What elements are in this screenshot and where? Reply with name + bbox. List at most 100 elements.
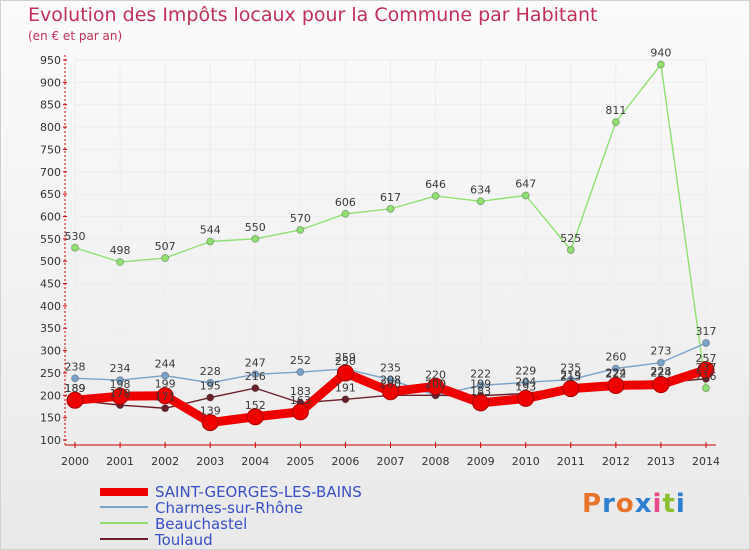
data-point xyxy=(291,403,309,421)
data-label: 617 xyxy=(380,191,401,204)
data-point xyxy=(251,384,260,393)
data-point xyxy=(116,258,125,267)
data-label: 237 xyxy=(696,361,717,374)
legend-label: Beauchastel xyxy=(155,515,248,533)
x-tick-label: 2006 xyxy=(331,455,359,468)
data-point xyxy=(336,364,354,382)
x-tick-label: 2007 xyxy=(377,455,405,468)
data-label: 235 xyxy=(560,362,581,375)
chart-subtitle: (en € et par an) xyxy=(28,29,123,43)
logo-letter: r xyxy=(602,489,616,519)
data-labels: 530 498 507 544 550 570 606 617 646 634 647 525 811 9… xyxy=(65,46,717,417)
data-label: 171 xyxy=(155,390,176,403)
data-label: 634 xyxy=(470,183,491,196)
data-point xyxy=(521,191,530,200)
data-point xyxy=(702,384,710,393)
data-point xyxy=(702,338,710,347)
data-label: 570 xyxy=(290,212,311,225)
data-label: 507 xyxy=(155,240,176,253)
data-label: 250 xyxy=(335,355,356,368)
data-label: 273 xyxy=(650,345,671,358)
data-label: 163 xyxy=(290,394,311,407)
data-label: 198 xyxy=(110,378,131,391)
y-tick-label: 100 xyxy=(40,434,61,447)
logo-letter: i xyxy=(675,489,686,519)
data-label: 200 xyxy=(425,377,446,390)
data-label: 204 xyxy=(515,376,536,389)
data-label: 647 xyxy=(515,177,536,190)
y-tick-label: 400 xyxy=(40,300,61,313)
data-label: 228 xyxy=(650,365,671,378)
x-tick-label: 2013 xyxy=(647,455,675,468)
x-axis-ticks: 2000 2001 2002 2003 2004 2005 2006 2007 2008 2009… xyxy=(61,442,720,468)
data-point xyxy=(382,383,399,401)
data-label: 238 xyxy=(65,360,86,373)
data-label: 940 xyxy=(650,46,671,59)
data-point xyxy=(427,377,445,395)
data-point xyxy=(116,376,125,385)
data-label: 224 xyxy=(650,367,671,380)
data-point xyxy=(161,371,170,380)
series-points xyxy=(66,60,715,432)
data-label: 220 xyxy=(425,368,446,381)
data-label: 224 xyxy=(605,367,626,380)
logo-letter: P xyxy=(582,489,603,519)
data-point xyxy=(521,378,530,387)
data-label: 259 xyxy=(335,351,356,364)
x-tick-label: 2005 xyxy=(286,455,314,468)
data-point xyxy=(246,408,264,426)
data-point xyxy=(341,395,350,404)
data-point xyxy=(517,389,535,407)
chart-title: Evolution des Impôts locaux pour la Comm… xyxy=(28,4,598,26)
y-tick-label: 750 xyxy=(40,143,61,156)
x-tick-label: 2001 xyxy=(106,455,134,468)
data-point xyxy=(562,380,580,398)
data-label: 219 xyxy=(560,369,581,382)
y-tick-label: 500 xyxy=(40,255,61,268)
data-point xyxy=(66,391,84,409)
data-point xyxy=(71,374,79,383)
data-label: 252 xyxy=(290,354,311,367)
y-tick-label: 950 xyxy=(40,54,61,67)
data-point xyxy=(431,191,440,200)
y-tick-label: 550 xyxy=(40,233,61,246)
data-label: 200 xyxy=(425,377,446,390)
data-point xyxy=(656,358,665,367)
legend-swatch xyxy=(100,488,148,496)
data-point xyxy=(161,254,170,263)
data-point xyxy=(161,404,170,413)
data-label: 229 xyxy=(515,364,536,377)
x-tick-label: 2012 xyxy=(602,455,630,468)
data-point xyxy=(201,414,219,432)
y-tick-label: 850 xyxy=(40,99,61,112)
data-label: 257 xyxy=(696,352,717,365)
data-point xyxy=(386,204,395,213)
legend-swatch xyxy=(100,538,148,540)
y-tick-label: 300 xyxy=(40,345,61,358)
data-label: 183 xyxy=(290,385,311,398)
data-point xyxy=(566,246,575,254)
data-label: 550 xyxy=(245,221,266,234)
data-point xyxy=(206,393,215,402)
legend-swatch xyxy=(100,506,148,508)
y-tick-label: 700 xyxy=(40,166,61,179)
data-point xyxy=(251,234,260,243)
data-label: 234 xyxy=(110,362,131,375)
data-point xyxy=(386,375,395,384)
data-point xyxy=(476,197,485,206)
data-label: 222 xyxy=(605,367,626,380)
data-label: 544 xyxy=(200,224,221,237)
data-point xyxy=(697,361,715,379)
x-tick-label: 2014 xyxy=(692,455,720,468)
y-tick-label: 800 xyxy=(40,121,61,134)
x-tick-label: 2011 xyxy=(557,455,585,468)
legend-swatch xyxy=(100,522,148,524)
x-tick-label: 2010 xyxy=(512,455,540,468)
legend-label: SAINT-GEORGES-LES-BAINS xyxy=(155,483,362,501)
y-tick-label: 600 xyxy=(40,210,61,223)
x-tick-label: 2004 xyxy=(241,455,269,468)
data-label: 208 xyxy=(380,374,401,387)
x-tick-label: 2008 xyxy=(422,455,450,468)
data-label: 199 xyxy=(470,378,491,391)
